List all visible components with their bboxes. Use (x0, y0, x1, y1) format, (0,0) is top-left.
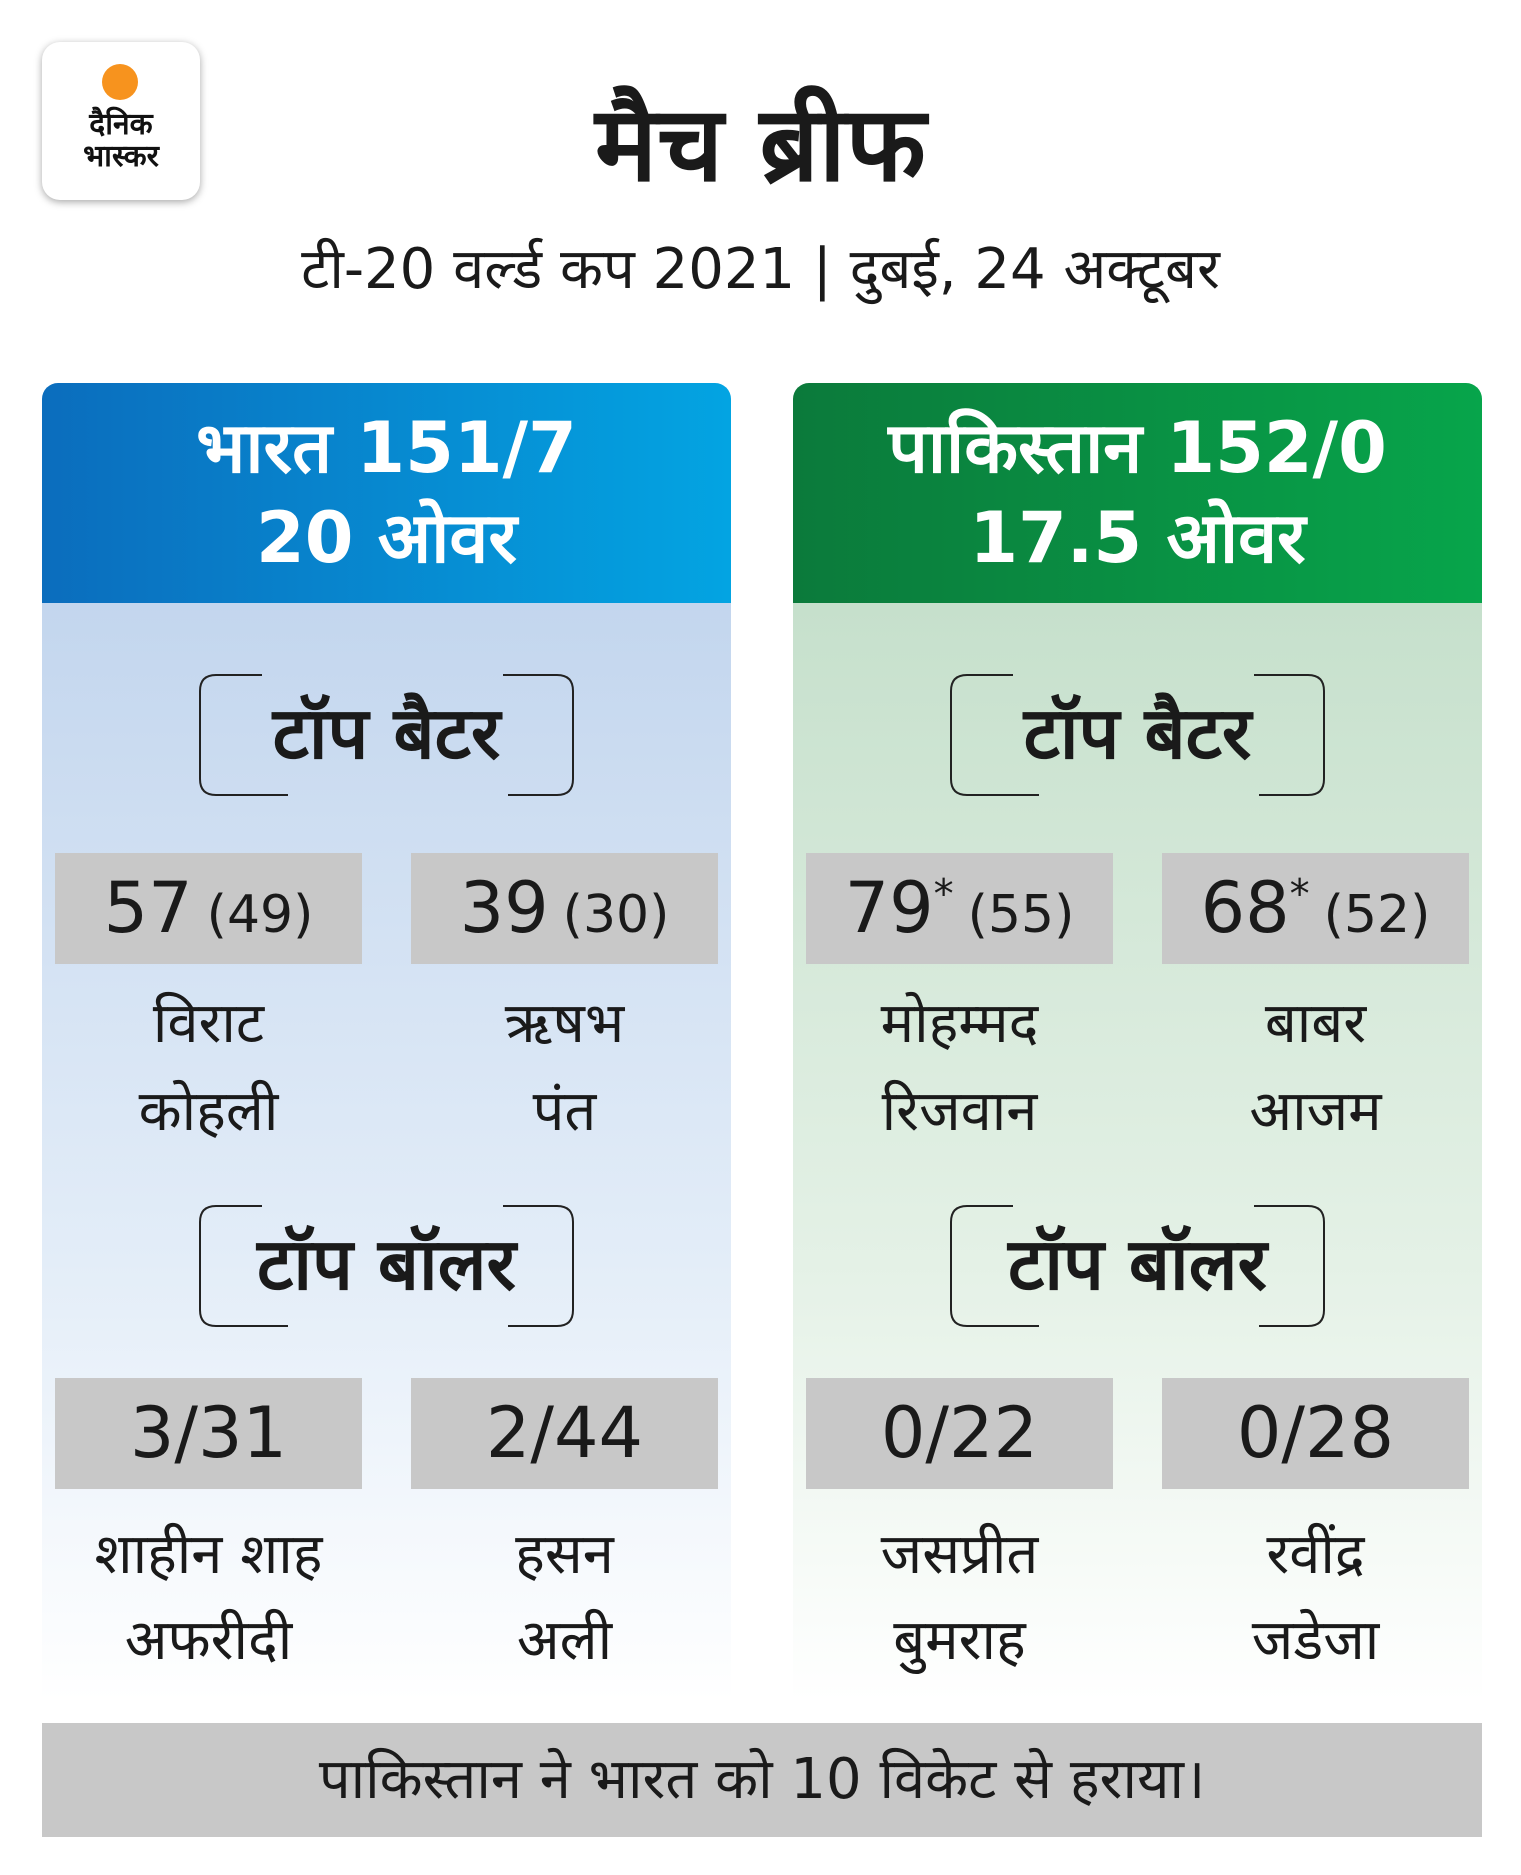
bracket (199, 1205, 574, 1327)
bracket (950, 1205, 1325, 1327)
balls: (55) (967, 885, 1075, 945)
bracket-line (503, 1205, 574, 1327)
team-body: टॉप बैटर 79* (55) मोहम्मद रिजवान 68* (52) बाबर आ… (793, 603, 1482, 1701)
batter-name: बाबर (1264, 991, 1367, 1056)
team-panel: पाकिस्तान 152/0 17.5 ओवर टॉप बैटर 79* (55) मो… (793, 383, 1482, 1701)
bowler-name: रवींद्र (1266, 1522, 1365, 1587)
team-panel: भारत 151/7 20 ओवर टॉप बैटर 57 (49) विराट कोहली… (42, 383, 731, 1701)
batter-score: 57 (49) (55, 853, 362, 964)
bowler-figures: 0/22 (806, 1378, 1113, 1489)
logo-text: दैनिक (89, 107, 153, 142)
team-body: टॉप बैटर 57 (49) विराट कोहली 39 (30) ऋषभ पंत टॉप … (42, 603, 731, 1701)
logo: दैनिक भास्कर (42, 42, 200, 200)
bracket (199, 674, 574, 796)
not-out: * (933, 871, 954, 918)
bowler-name: हसन (515, 1522, 614, 1587)
batter-name: रिजवान (881, 1079, 1038, 1144)
bowler-name: जडेजा (1251, 1608, 1380, 1673)
section-heading-box: टॉप बैटर (198, 673, 575, 797)
team-header: पाकिस्तान 152/0 17.5 ओवर (793, 383, 1482, 603)
section-heading: टॉप बैटर (1023, 691, 1252, 775)
batter-score: 68* (52) (1162, 853, 1469, 964)
bracket-line (950, 1205, 1039, 1327)
bowler-name: बुमराह (893, 1608, 1026, 1673)
batter-name: मोहम्मद (880, 991, 1039, 1056)
logo-sun (102, 64, 138, 100)
section-heading-box: टॉप बॉलर (949, 1204, 1326, 1328)
bowler-figures: 2/44 (411, 1378, 718, 1489)
bracket-line (950, 674, 1039, 796)
title: मैच ब्रीफ (595, 83, 926, 205)
balls: (49) (206, 885, 314, 945)
team-score: पाकिस्तान 152/0 (888, 407, 1387, 489)
bowler-name: जसप्रीत (880, 1522, 1039, 1587)
bowler-name: अली (516, 1608, 613, 1673)
section-heading-box: टॉप बैटर (949, 673, 1326, 797)
bracket (950, 674, 1325, 796)
subtitle: टी-20 वर्ल्ड कप 2021 | दुबई, 24 अक्टूबर (301, 237, 1220, 302)
batter-score: 79* (55) (806, 853, 1113, 964)
result: पाकिस्तान ने भारत को 10 विकेट से हराया। (42, 1723, 1482, 1837)
bracket-line (1254, 1205, 1325, 1327)
runs: 79 (844, 867, 934, 949)
section-heading: टॉप बैटर (272, 691, 501, 775)
batter-name: आजम (1249, 1079, 1382, 1144)
bracket-line (199, 1205, 288, 1327)
section-heading: टॉप बॉलर (1008, 1222, 1267, 1306)
batter-name: ऋषभ (504, 991, 625, 1056)
not-out: * (1289, 871, 1310, 918)
batter-name: पंत (532, 1079, 597, 1144)
section-heading: टॉप बॉलर (257, 1222, 516, 1306)
batter-name: विराट (152, 991, 265, 1056)
bowler-name: अफरीदी (124, 1608, 293, 1673)
balls: (30) (562, 885, 670, 945)
batter-name: कोहली (138, 1079, 279, 1144)
bracket-line (1254, 674, 1325, 796)
runs: 68 (1200, 867, 1290, 949)
bowler-name: शाहीन शाह (94, 1522, 323, 1587)
team-overs: 20 ओवर (256, 497, 517, 579)
runs: 39 (459, 867, 549, 949)
runs: 57 (103, 867, 193, 949)
bracket-line (503, 674, 574, 796)
bowler-figures: 0/28 (1162, 1378, 1469, 1489)
section-heading-box: टॉप बॉलर (198, 1204, 575, 1328)
logo-text: भास्कर (83, 139, 159, 174)
team-score: भारत 151/7 (196, 407, 577, 489)
batter-score: 39 (30) (411, 853, 718, 964)
balls: (52) (1323, 885, 1431, 945)
bracket-line (199, 674, 288, 796)
team-header: भारत 151/7 20 ओवर (42, 383, 731, 603)
bowler-figures: 3/31 (55, 1378, 362, 1489)
team-overs: 17.5 ओवर (969, 497, 1306, 579)
